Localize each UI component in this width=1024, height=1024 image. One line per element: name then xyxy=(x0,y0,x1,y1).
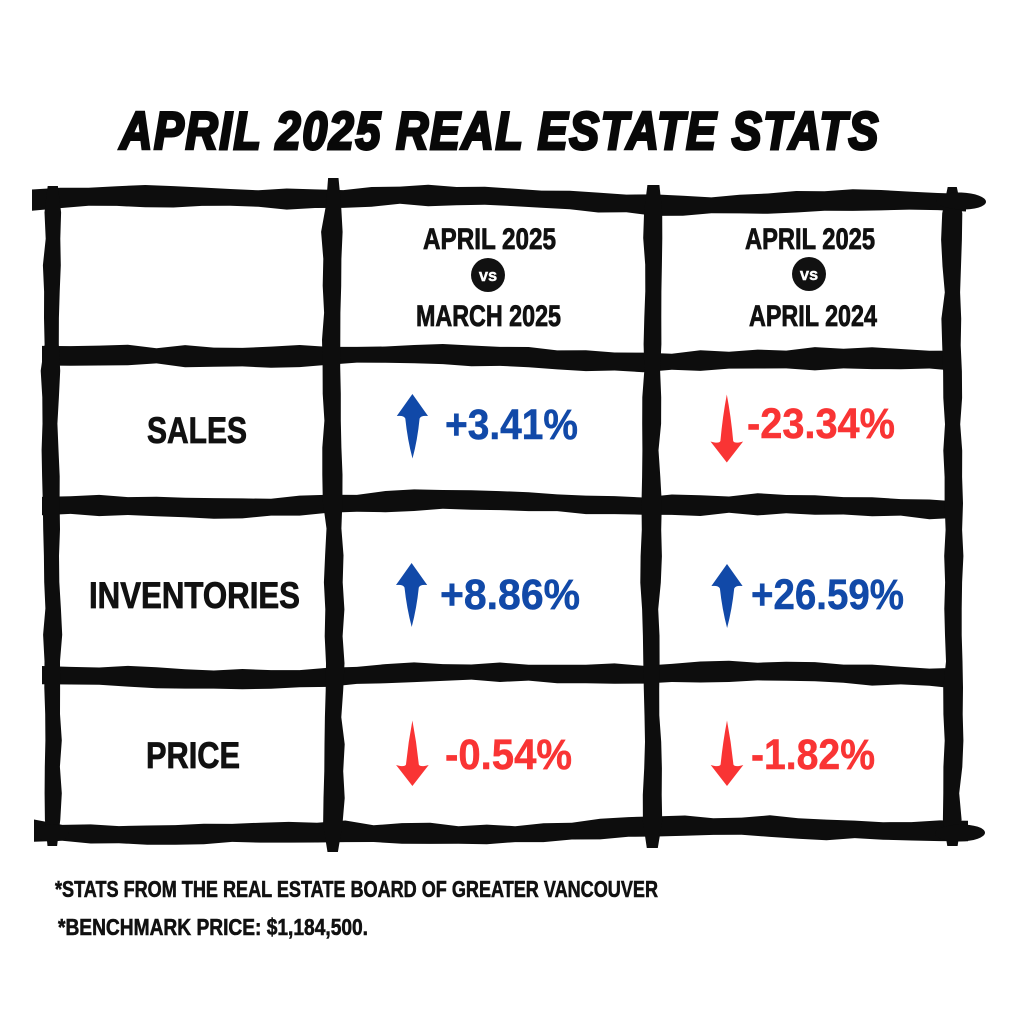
svg-text:vs: vs xyxy=(479,267,497,285)
svg-text:SALES: SALES xyxy=(147,410,247,451)
svg-text:-0.54%: -0.54% xyxy=(445,731,572,779)
svg-text:+26.59%: +26.59% xyxy=(751,571,904,619)
svg-text:APRIL 2024: APRIL 2024 xyxy=(749,300,877,333)
svg-text:-23.34%: -23.34% xyxy=(747,400,895,448)
svg-text:+8.86%: +8.86% xyxy=(440,571,580,619)
svg-text:APRIL 2025: APRIL 2025 xyxy=(423,223,556,256)
svg-text:PRICE: PRICE xyxy=(146,735,240,776)
svg-text:+3.41%: +3.41% xyxy=(445,401,578,449)
svg-text:INVENTORIES: INVENTORIES xyxy=(89,575,300,616)
svg-text:APRIL 2025: APRIL 2025 xyxy=(745,223,875,256)
svg-text:APRIL 2025 REAL ESTATE STATS: APRIL 2025 REAL ESTATE STATS xyxy=(118,102,880,161)
svg-text:MARCH 2025: MARCH 2025 xyxy=(416,300,561,333)
svg-text:*BENCHMARK PRICE: $1,184,500.: *BENCHMARK PRICE: $1,184,500. xyxy=(58,914,368,940)
svg-text:*STATS FROM THE REAL ESTATE BO: *STATS FROM THE REAL ESTATE BOARD OF GRE… xyxy=(55,876,658,902)
svg-text:vs: vs xyxy=(800,266,818,284)
svg-text:-1.82%: -1.82% xyxy=(751,731,875,779)
